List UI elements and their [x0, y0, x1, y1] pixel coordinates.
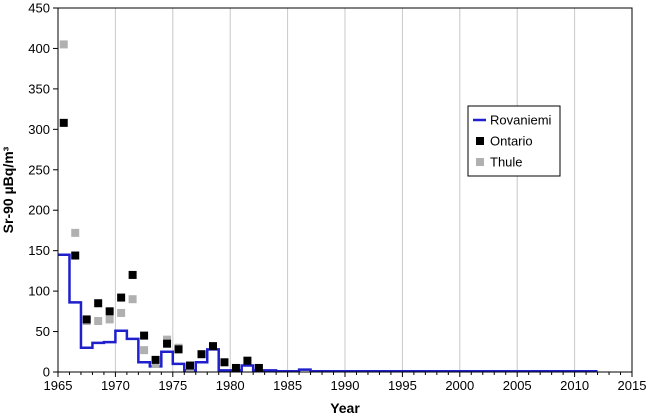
data-point-ontario: [82, 315, 91, 324]
data-point-ontario: [105, 307, 114, 316]
data-point-ontario: [128, 270, 137, 279]
x-tick-label: 1965: [44, 378, 73, 393]
y-tick-label: 400: [28, 41, 50, 56]
data-point-thule: [140, 346, 149, 355]
legend-label-rovaniemi: Rovaniemi: [490, 113, 552, 128]
data-point-thule: [59, 40, 68, 49]
x-tick-label: 1995: [388, 378, 417, 393]
y-tick-label: 50: [36, 324, 50, 339]
data-point-thule: [128, 295, 137, 304]
y-tick-label: 300: [28, 122, 50, 137]
legend-swatch-thule: [476, 158, 484, 166]
x-tick-label: 2010: [560, 378, 589, 393]
y-tick-label: 100: [28, 284, 50, 299]
data-point-ontario: [140, 331, 149, 340]
data-point-ontario: [174, 345, 183, 354]
y-tick-label: 150: [28, 243, 50, 258]
grid: [114, 8, 576, 372]
data-point-ontario: [208, 342, 217, 351]
data-point-ontario: [220, 358, 229, 367]
data-point-ontario: [151, 355, 160, 364]
data-point-ontario: [231, 363, 240, 372]
data-point-ontario: [254, 363, 263, 372]
x-tick-label: 1975: [158, 378, 187, 393]
plot-area: [58, 40, 598, 373]
data-point-ontario: [186, 361, 195, 370]
data-point-thule: [94, 317, 103, 326]
data-point-ontario: [197, 350, 206, 359]
data-point-ontario: [243, 356, 252, 365]
y-tick-label: 250: [28, 162, 50, 177]
data-point-thule: [117, 308, 126, 317]
y-tick-label: 200: [28, 203, 50, 218]
x-axis-title: Year: [330, 400, 360, 416]
x-tick-label: 1985: [273, 378, 302, 393]
y-axis-title: Sr-90 µBq/m³: [0, 146, 16, 233]
data-point-thule: [105, 315, 114, 324]
data-point-ontario: [163, 339, 172, 348]
x-tick-label: 1990: [331, 378, 360, 393]
legend: Rovaniemi Ontario Thule: [467, 105, 561, 177]
x-tick-label: 2005: [503, 378, 532, 393]
y-tick-label: 450: [28, 1, 50, 16]
data-point-thule: [71, 228, 80, 237]
x-tick-label: 1980: [216, 378, 245, 393]
y-tick-label: 350: [28, 81, 50, 96]
x-tick-label: 1970: [101, 378, 130, 393]
legend-label-ontario: Ontario: [490, 134, 533, 149]
legend-label-thule: Thule: [490, 155, 523, 170]
x-tick-label: 2000: [445, 378, 474, 393]
data-point-ontario: [94, 299, 103, 308]
data-point-ontario: [59, 118, 68, 127]
data-point-ontario: [117, 293, 126, 302]
legend-swatch-ontario: [476, 137, 484, 145]
y-tick-label: 0: [43, 365, 50, 380]
axis-ticks: 1965 1970 1975 1980 1985 1990 1995 2000 2005 2010…: [28, 1, 646, 394]
data-point-thule: [163, 335, 172, 344]
data-point-thule: [151, 359, 160, 368]
x-tick-label: 2015: [618, 378, 647, 393]
data-point-ontario: [71, 251, 80, 260]
series-line-rovaniemi: [58, 253, 598, 373]
